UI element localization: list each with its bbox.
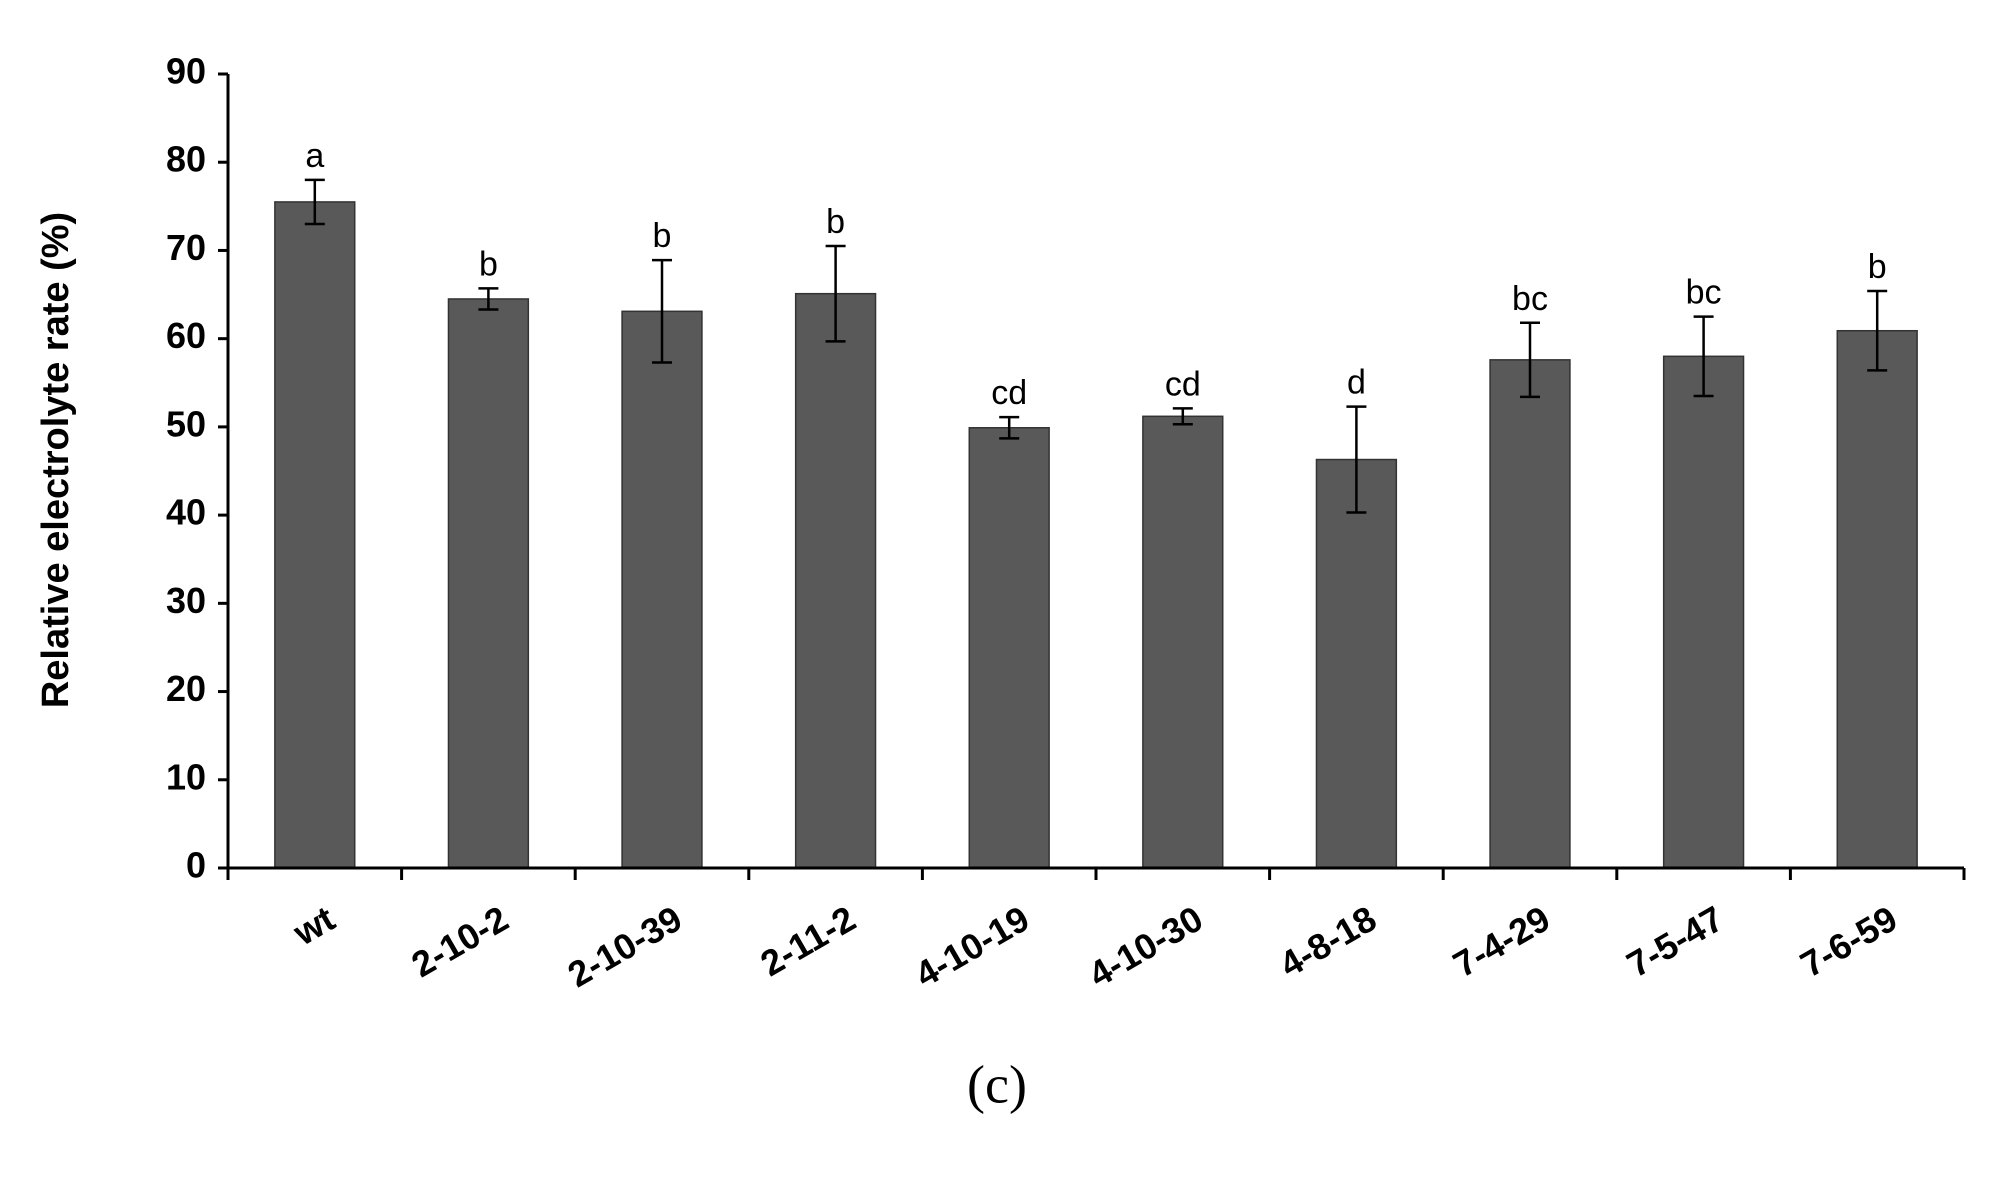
error-bar [478,287,499,311]
y-tick-label: 50 [166,403,206,444]
bar [794,292,877,869]
error-bar [825,244,846,343]
bar [447,298,530,869]
error-bar [1520,321,1540,399]
bar [968,427,1050,869]
error-bar [304,178,325,226]
error-bar [1346,405,1367,514]
error-bar [1172,407,1193,426]
x-tick-label: 2-11-2 [753,898,862,985]
error-bar [999,415,1020,440]
x-tick-label: wt [286,898,342,954]
significance-letter: b [479,245,498,283]
y-tick-label: 0 [186,845,206,886]
x-tick-label: 7-5-47 [1620,898,1731,986]
y-tick-label: 30 [166,580,206,621]
significance-letter: b [1868,248,1887,286]
x-tick-label: 4-10-30 [1082,898,1210,996]
significance-letter: bc [1686,274,1722,312]
bar [1142,415,1224,869]
x-tick-label: 4-8-18 [1273,898,1384,986]
bar [274,201,356,869]
significance-letter: b [653,217,672,255]
y-tick-label: 40 [166,492,206,533]
significance-letter: d [1347,364,1366,402]
error-bar [652,258,672,364]
bar [1836,329,1918,869]
bar [1315,458,1398,869]
x-tick-label: 7-4-29 [1446,898,1557,986]
caption: (c) [967,1054,1027,1114]
y-tick-label: 70 [166,227,206,268]
y-tick-label: 10 [166,756,206,797]
x-tick-label: 2-10-2 [405,898,516,986]
significance-letter: b [826,203,845,241]
error-bar [1867,289,1888,372]
y-tick-label: 90 [166,51,206,92]
bar [621,310,703,869]
significance-letter: cd [991,374,1027,412]
error-bar [1693,315,1714,398]
bar [1489,359,1571,869]
y-axis-label: Relative electrolyte rate (%) [35,212,77,708]
bar [1662,355,1745,869]
x-tick-label: 4-10-19 [908,898,1036,996]
y-tick-label: 20 [166,668,206,709]
significance-letter: bc [1512,280,1548,318]
significance-letter: a [305,137,324,175]
x-tick-label: 7-6-59 [1793,898,1904,986]
x-tick-label: 2-10-39 [561,898,689,996]
y-tick-label: 80 [166,139,206,180]
y-tick-label: 60 [166,315,206,356]
significance-letter: cd [1165,365,1201,403]
